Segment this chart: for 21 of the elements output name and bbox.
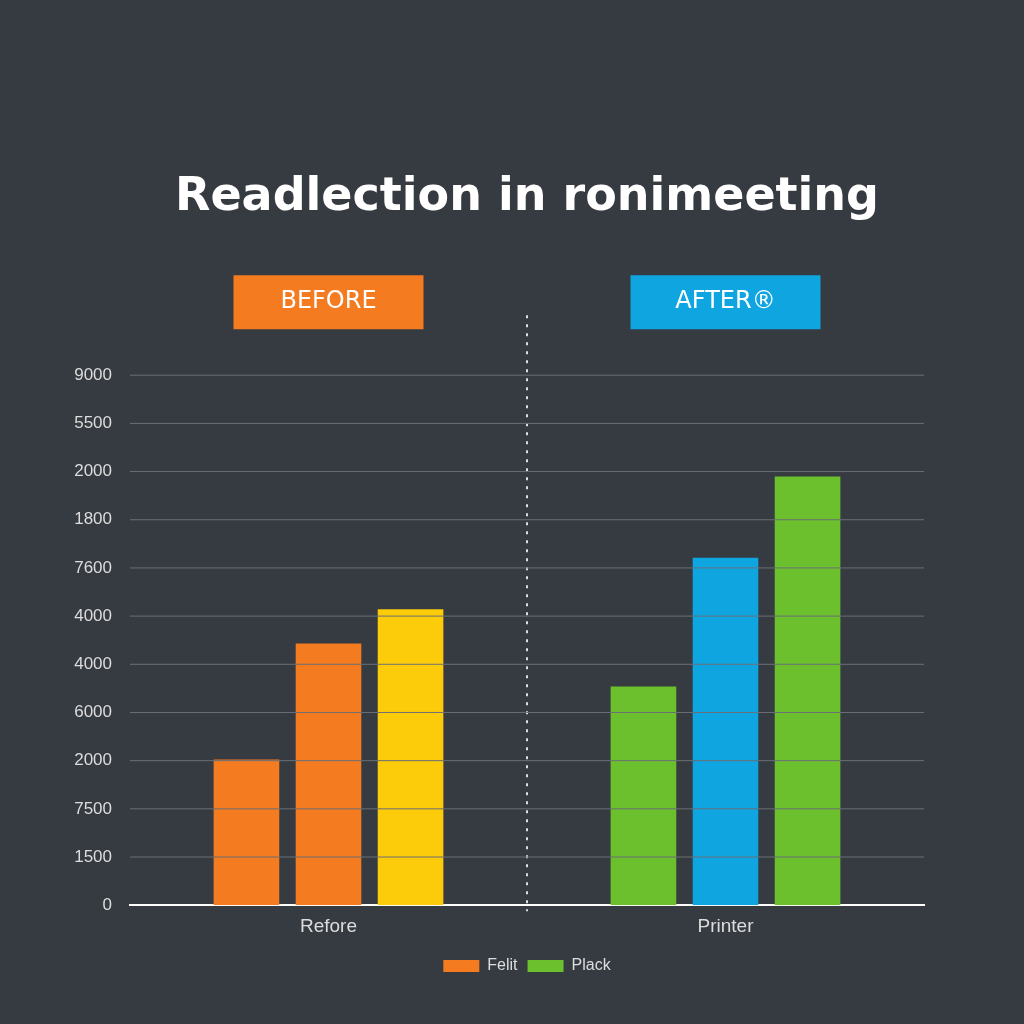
chart-title: Readlection in ronimeeting xyxy=(174,166,880,221)
legend-label: Plack xyxy=(571,956,612,974)
text: 2000 xyxy=(74,750,112,770)
text: 4000 xyxy=(74,605,112,625)
text: 7600 xyxy=(74,557,112,577)
text: 4000 xyxy=(74,653,112,673)
text: 9000 xyxy=(74,364,112,384)
text: 1500 xyxy=(74,846,112,866)
text: 7500 xyxy=(74,798,112,818)
text: 2000 xyxy=(74,461,112,481)
text: AFTER® xyxy=(675,286,776,315)
legend-label: Felit xyxy=(487,956,519,974)
text: BEFORE xyxy=(280,286,377,315)
x-tick-label: Printer xyxy=(697,914,755,936)
bar xyxy=(377,609,444,906)
bar xyxy=(692,557,759,906)
text: 6000 xyxy=(74,702,112,722)
text: 1800 xyxy=(74,509,112,529)
text: 5500 xyxy=(74,413,112,433)
text: 0 xyxy=(102,894,112,914)
x-tick-label: Refore xyxy=(299,914,358,936)
